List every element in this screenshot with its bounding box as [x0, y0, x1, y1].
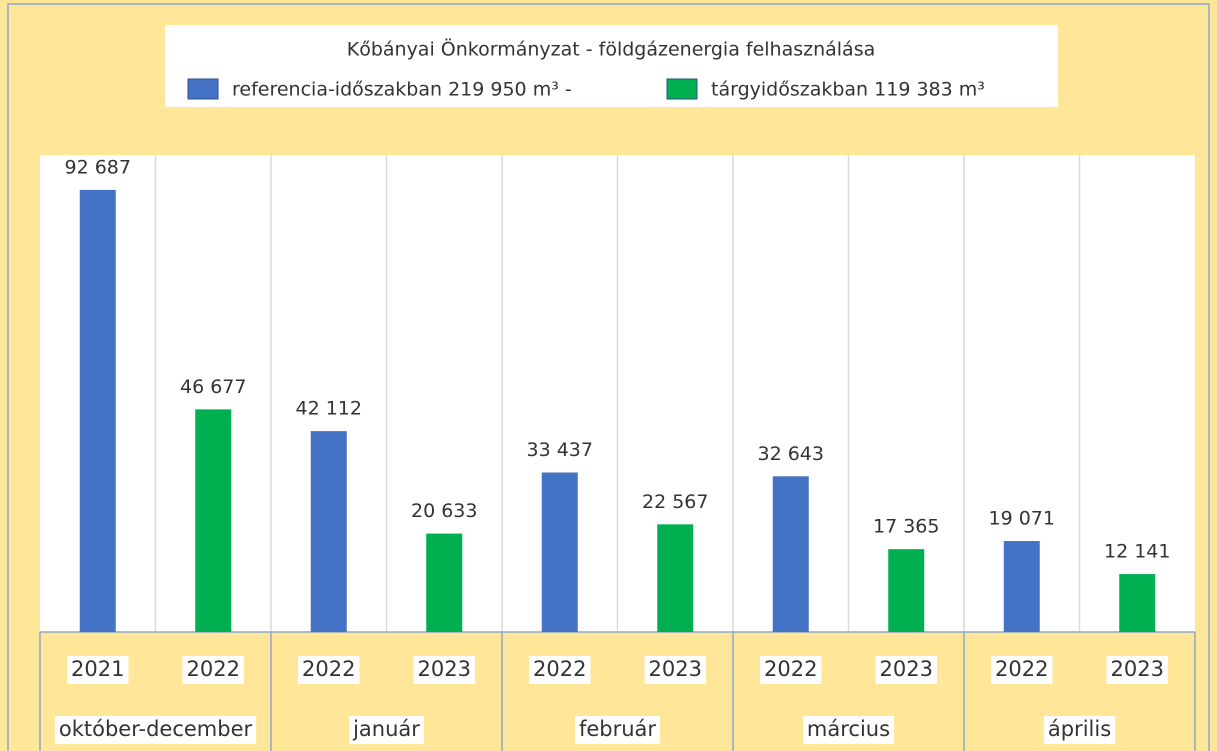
value-label: 19 071 [989, 508, 1055, 530]
x-tick-label: 2022 [995, 657, 1048, 681]
x-tick-label: 2022 [302, 657, 355, 681]
bar [541, 472, 578, 632]
x-tick-label: 2022 [764, 657, 817, 681]
x-tick-label: 2023 [1111, 657, 1164, 681]
chart-title: Kőbányai Önkormányzat - földgázenergia f… [347, 38, 876, 61]
legend-swatch [187, 78, 219, 100]
tick-label-box [298, 656, 360, 684]
x-tick-label: 2021 [71, 657, 124, 681]
group-label-box [54, 716, 257, 744]
group-label-box [1043, 716, 1116, 744]
bar [772, 476, 809, 632]
legend-label: referencia-időszakban 219 950 m³ - [232, 79, 572, 101]
value-label: 17 365 [873, 516, 939, 538]
title-box [165, 25, 1058, 107]
x-group-label: október-december [59, 717, 253, 741]
value-label: 33 437 [527, 439, 593, 461]
x-group-label: április [1048, 717, 1111, 741]
x-tick-label: 2023 [880, 657, 933, 681]
x-group-label: március [807, 717, 890, 741]
x-tick-label: 2023 [418, 657, 471, 681]
bar [195, 409, 232, 632]
tick-label-box [182, 656, 244, 684]
value-label: 20 633 [411, 500, 477, 522]
x-tick-label: 2022 [533, 657, 586, 681]
tick-label-box [1106, 656, 1168, 684]
value-label: 46 677 [180, 376, 246, 398]
value-label: 12 141 [1104, 541, 1170, 563]
x-group-label: február [579, 717, 656, 741]
group-label-box [349, 716, 424, 744]
bar [1003, 541, 1040, 632]
bar [426, 533, 463, 632]
legend-label: tárgyidőszakban 119 383 m³ [711, 79, 985, 101]
tick-label-box [413, 656, 475, 684]
bar [310, 431, 347, 632]
x-tick-label: 2023 [649, 657, 702, 681]
value-label: 92 687 [65, 156, 131, 178]
x-tick-label: 2022 [187, 657, 240, 681]
group-label-box [574, 716, 661, 744]
value-label: 32 643 [758, 443, 824, 465]
tick-label-box [67, 656, 129, 684]
x-group-label: január [352, 717, 420, 741]
value-label: 22 567 [642, 491, 708, 513]
tick-label-box [529, 656, 591, 684]
tick-label-box [644, 656, 706, 684]
value-label: 42 112 [296, 398, 362, 420]
bar [1119, 574, 1156, 632]
bar [657, 524, 694, 632]
tick-label-box [760, 656, 822, 684]
bar [888, 549, 925, 632]
tick-label-box [875, 656, 937, 684]
tick-label-box [991, 656, 1053, 684]
legend-swatch [666, 78, 698, 100]
group-label-box [802, 716, 895, 744]
bar [79, 189, 116, 633]
